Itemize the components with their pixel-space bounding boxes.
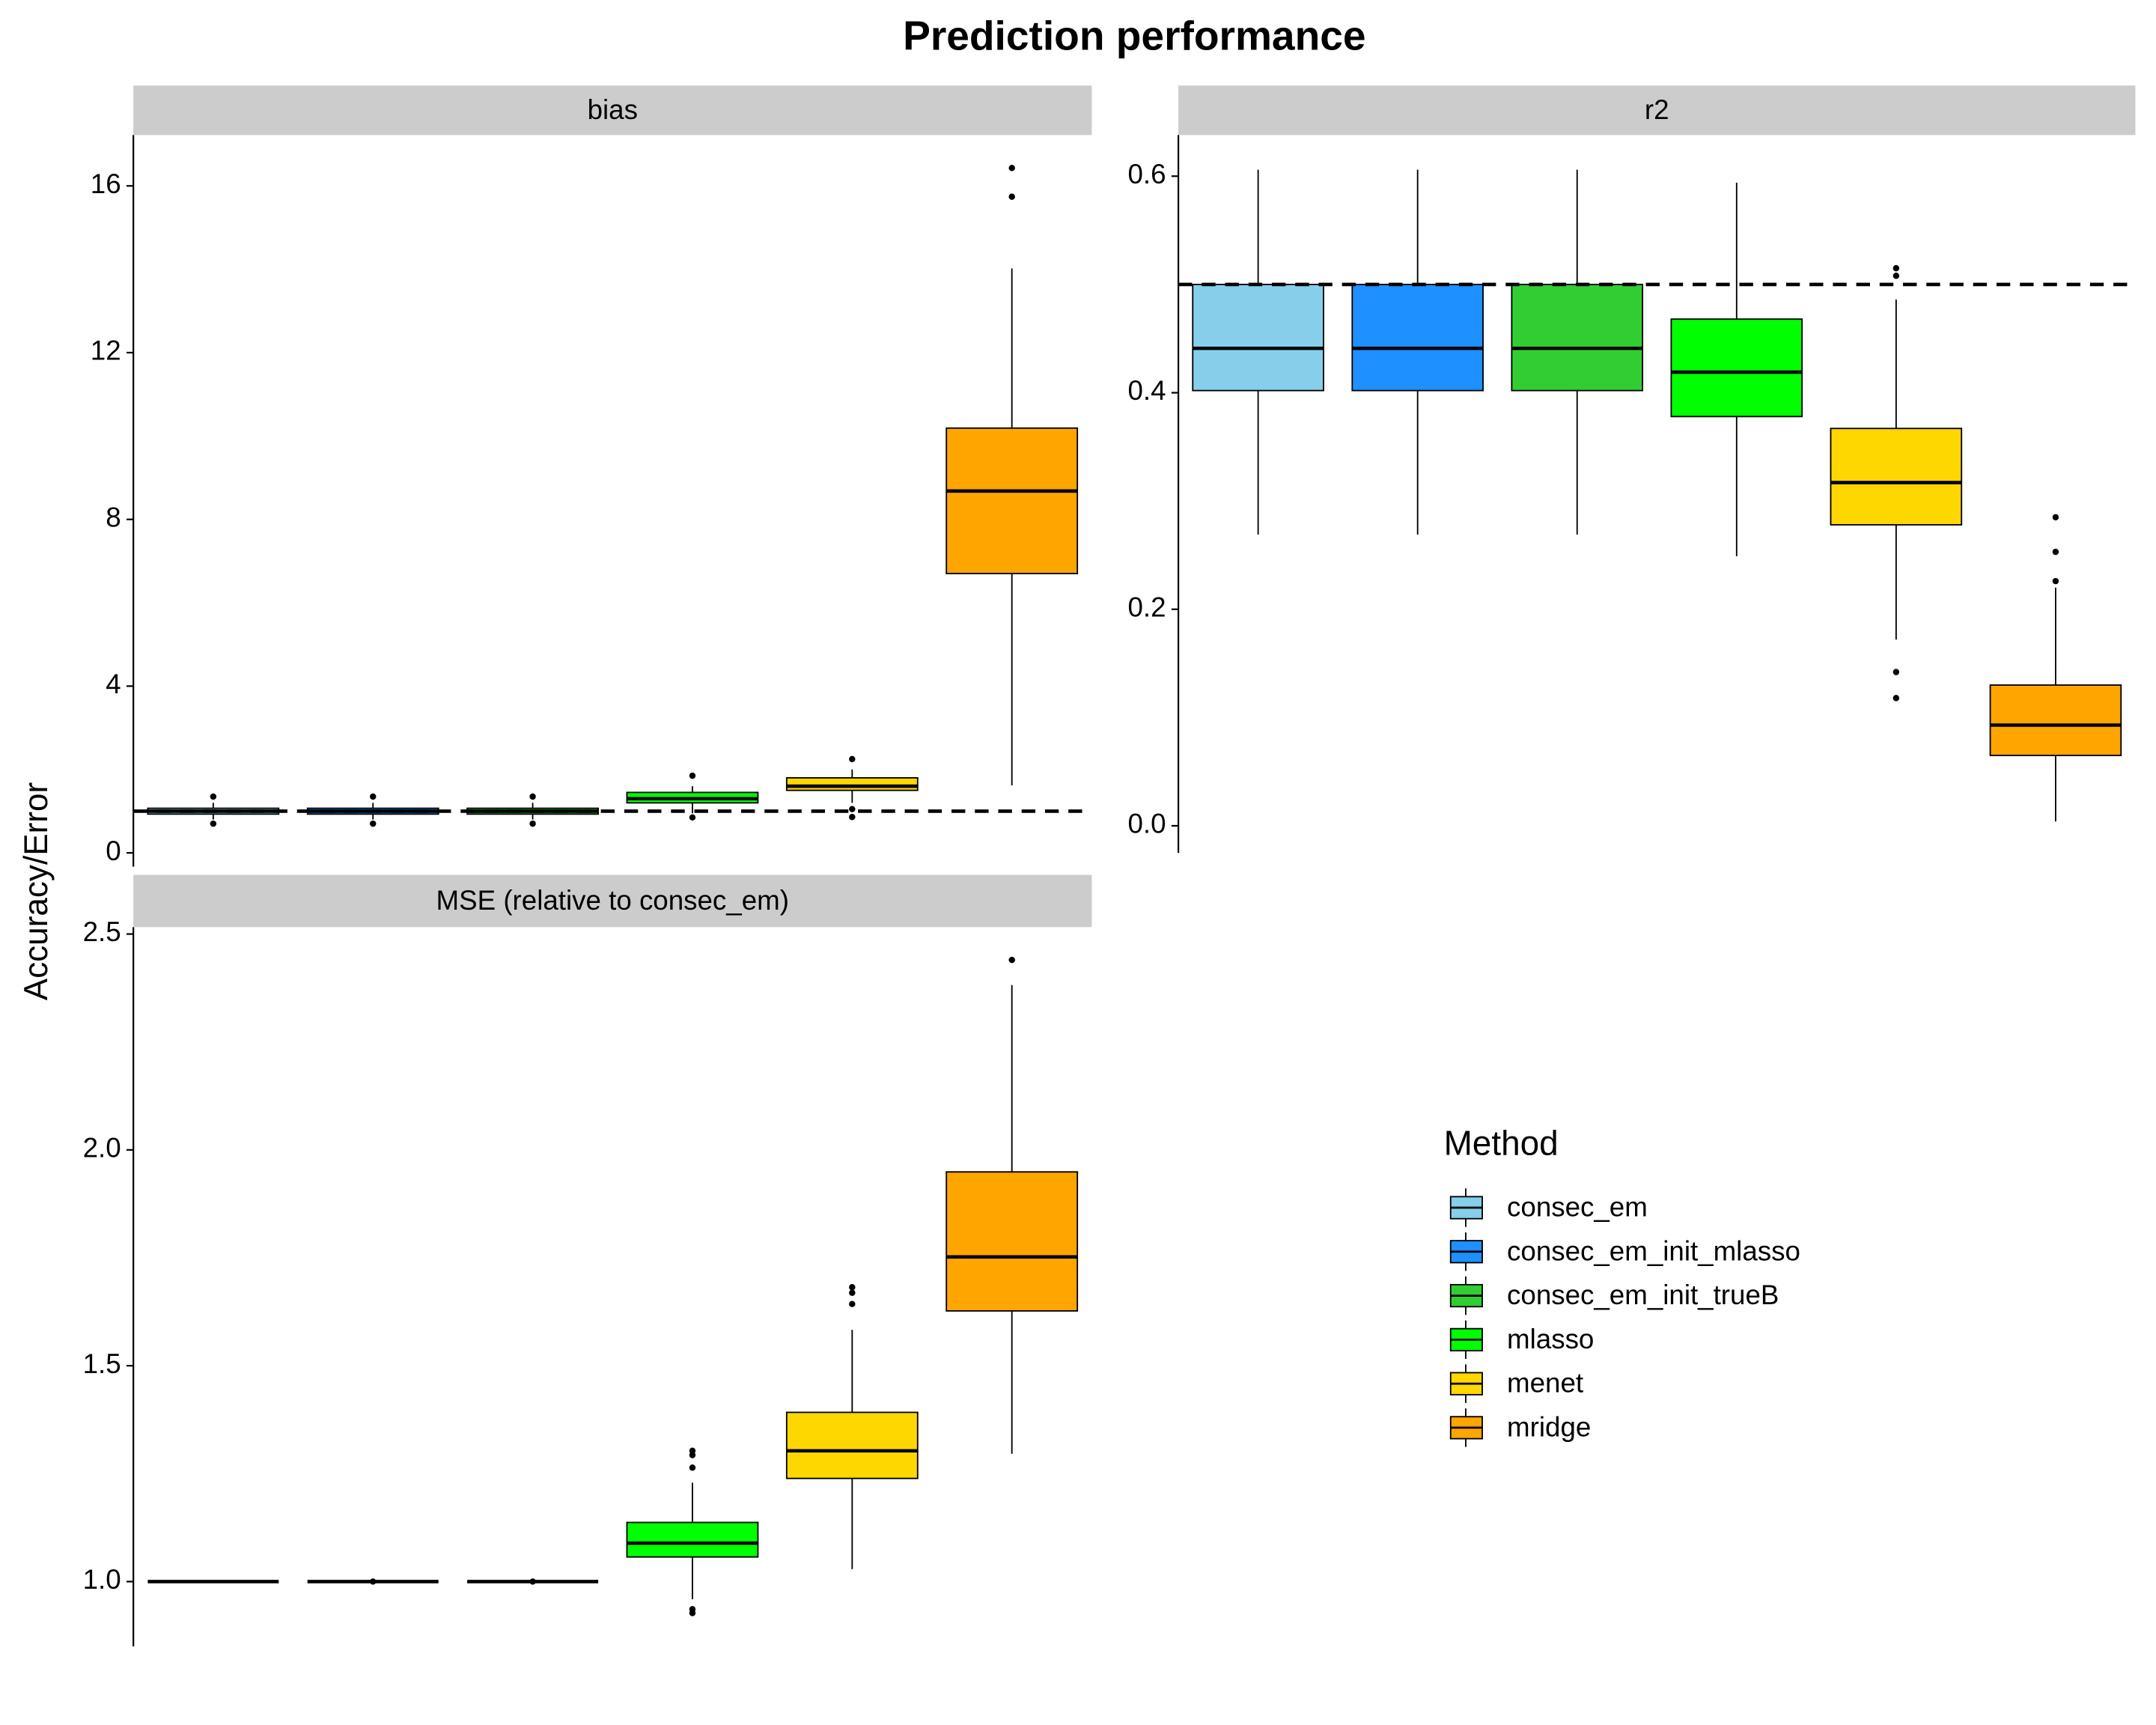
outlier — [849, 1300, 856, 1307]
outlier — [1892, 265, 1900, 272]
chart-title: Prediction performance — [903, 12, 1365, 58]
box — [945, 1171, 1079, 1312]
y-tick-label: 2.5 — [83, 916, 121, 947]
outlier — [1892, 695, 1900, 702]
box — [1511, 284, 1644, 392]
outlier — [849, 755, 856, 763]
outlier — [1008, 165, 1015, 171]
outlier — [1892, 273, 1900, 279]
y-tick-label: 1.5 — [83, 1348, 121, 1379]
legend-label: consec_em_init_mlasso — [1507, 1235, 1800, 1266]
outlier — [529, 793, 536, 800]
outlier — [1008, 193, 1015, 200]
outlier — [689, 772, 696, 779]
strip — [133, 85, 1092, 136]
y-tick-label: 12 — [91, 335, 121, 366]
y-tick-label: 0.4 — [1128, 375, 1166, 406]
outlier — [2052, 514, 2059, 521]
box — [1989, 684, 2122, 756]
panel-label: bias — [588, 94, 638, 125]
legend-label: menet — [1507, 1368, 1583, 1399]
legend-title: Method — [1444, 1123, 1559, 1162]
y-tick-label: 0 — [106, 836, 121, 866]
outlier — [1892, 669, 1900, 675]
outlier — [689, 1464, 696, 1471]
box — [1670, 318, 1803, 418]
outlier — [849, 814, 856, 821]
y-tick-label: 1.0 — [83, 1564, 121, 1595]
outlier — [210, 793, 217, 800]
y-tick-label: 0.6 — [1128, 159, 1166, 189]
outlier — [1008, 956, 1015, 964]
outlier — [689, 814, 696, 821]
outlier — [369, 793, 377, 800]
outlier — [849, 1283, 856, 1291]
box — [785, 1411, 919, 1479]
outlier — [849, 806, 856, 812]
y-axis-label: Accuracy/Error — [18, 782, 55, 1000]
box — [1192, 284, 1324, 392]
y-tick-label: 0.2 — [1128, 591, 1166, 622]
strip — [133, 874, 1092, 928]
outlier — [529, 1578, 536, 1585]
outlier — [2052, 577, 2059, 585]
outlier — [369, 820, 377, 827]
outlier — [689, 1447, 696, 1454]
outlier — [210, 820, 217, 827]
legend-label: consec_em — [1507, 1192, 1648, 1223]
legend-label: mridge — [1507, 1411, 1591, 1442]
outlier — [689, 1610, 696, 1616]
box — [945, 427, 1079, 575]
box — [785, 776, 919, 791]
outlier — [529, 820, 536, 827]
outlier — [2052, 548, 2059, 556]
outlier — [849, 1289, 856, 1296]
y-tick-label: 16 — [91, 168, 121, 199]
y-tick-label: 4 — [106, 669, 121, 699]
y-tick-label: 8 — [106, 502, 121, 532]
strip — [1178, 85, 2136, 136]
legend-label: mlasso — [1507, 1324, 1594, 1354]
box — [1830, 428, 1963, 526]
legend-label: consec_em_init_trueB — [1507, 1280, 1779, 1310]
y-tick-label: 0.0 — [1128, 809, 1166, 839]
outlier — [369, 1578, 377, 1585]
panel-label: MSE (relative to consec_em) — [436, 885, 789, 916]
panel-label: r2 — [1645, 94, 1669, 125]
box — [626, 1521, 759, 1558]
y-tick-label: 2.0 — [83, 1133, 121, 1163]
box — [1351, 284, 1484, 392]
